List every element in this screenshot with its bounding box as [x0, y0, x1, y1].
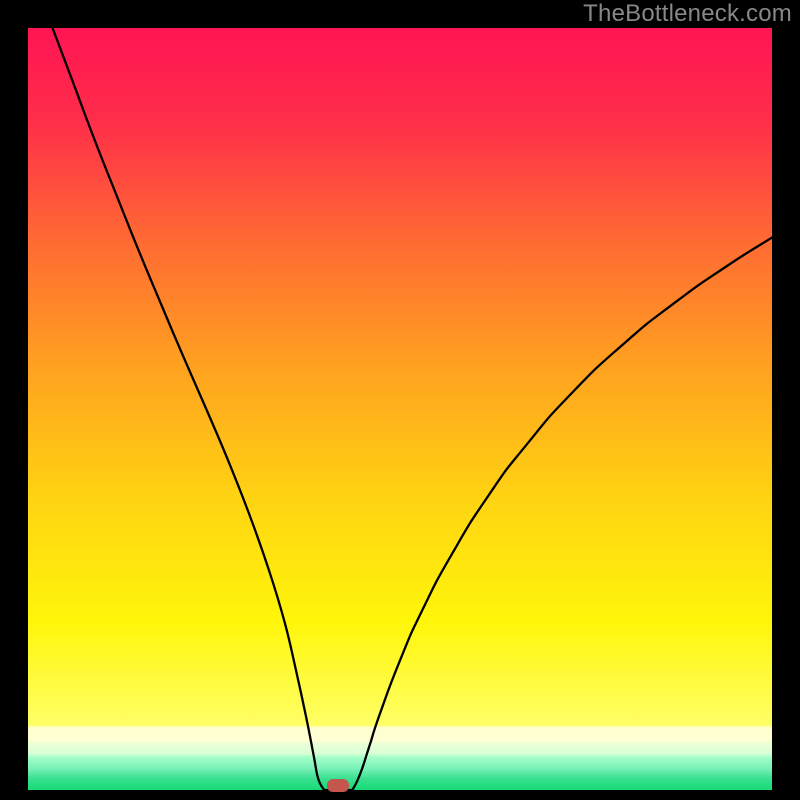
- bottleneck-curve: [28, 28, 772, 790]
- optimal-point-marker: [327, 779, 349, 792]
- bottleneck-chart: [28, 28, 772, 790]
- watermark-text: TheBottleneck.com: [583, 0, 792, 28]
